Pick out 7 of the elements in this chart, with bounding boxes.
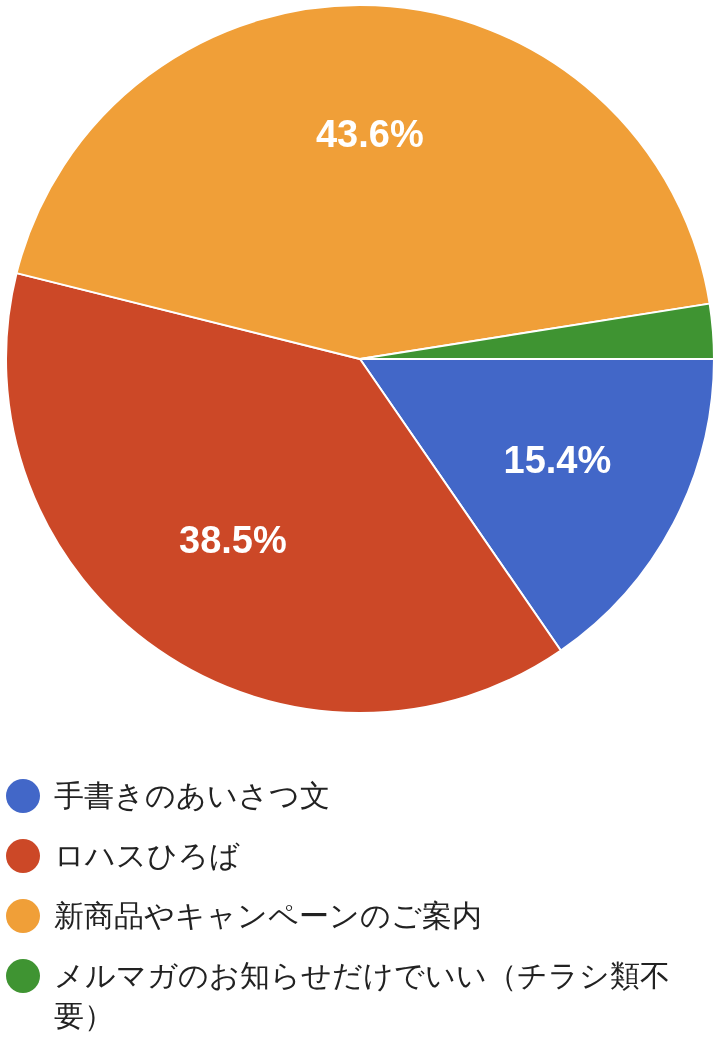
legend-label: ロハスひろば	[54, 837, 240, 875]
legend-label: 新商品やキャンペーンのご案内	[54, 897, 482, 935]
data-label: 43.6%	[315, 112, 424, 155]
legend-label: 手書きのあいさつ文	[54, 777, 330, 815]
legend-label: メルマガのお知らせだけでいい（チラシ類不要）	[54, 957, 671, 1035]
data-label: 15.4%	[503, 439, 612, 482]
data-label: 38.5%	[179, 518, 287, 561]
